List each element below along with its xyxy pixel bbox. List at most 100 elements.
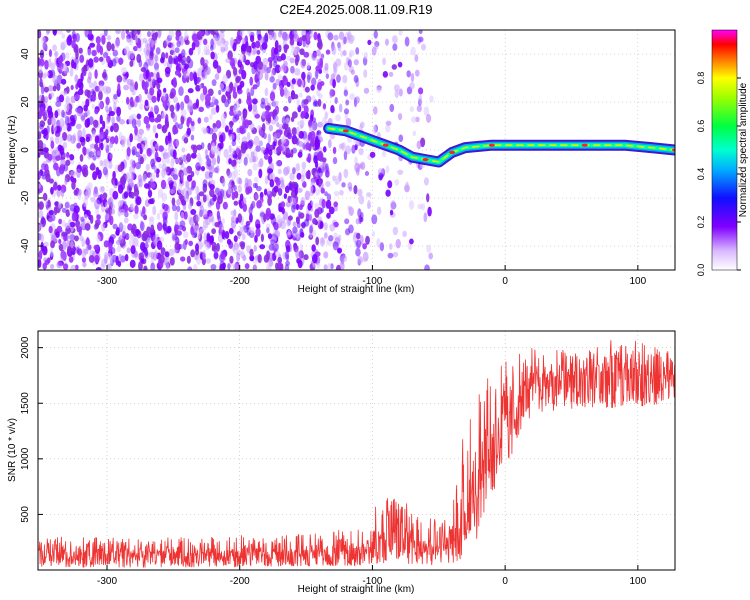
spectrogram-noise-cell	[96, 234, 101, 243]
spectrogram-noise-cell	[129, 133, 133, 143]
spectrogram-noise-cell	[324, 191, 328, 197]
snr-y-tick-label: 1000	[20, 447, 31, 470]
spectrogram-noise-cell	[289, 172, 295, 181]
spectrogram-noise-cell	[122, 224, 126, 233]
spectrogram-noise-cell	[221, 177, 226, 188]
spectrogram-noise-cell	[89, 214, 94, 224]
spectrogram-noise-cell	[147, 189, 153, 198]
spectrogram-noise-cell	[81, 248, 87, 259]
spectrogram-noise-cell	[209, 113, 213, 120]
spectrogram-noise-cell	[290, 65, 295, 74]
spectrogram-noise-cell	[261, 111, 267, 120]
spectrogram-noise-cell	[60, 78, 67, 85]
spectrogram-noise-cell	[220, 252, 226, 260]
spectrogram-noise-cell	[50, 186, 54, 195]
spectrogram-noise-cell	[279, 87, 285, 98]
spectrogram-noise-cell	[392, 43, 398, 51]
spectrogram-noise-cell	[297, 151, 303, 158]
spectrogram-noise-cell	[414, 69, 420, 77]
spectrogram-noise-cell	[89, 42, 96, 48]
spectrogram-signal-hotspot	[422, 158, 429, 162]
spectrogram-noise-cell	[331, 45, 337, 55]
spectrogram-noise-cell	[163, 216, 168, 227]
spectrogram-noise-cell	[371, 214, 378, 225]
spectrogram-noise-cell	[260, 146, 266, 153]
spectrogram-noise-cell	[63, 164, 69, 172]
spectrogram-noise-cell	[315, 89, 321, 97]
spectrogram-noise-cell	[392, 251, 399, 258]
spectrogram-noise-cell	[240, 242, 245, 250]
spectrogram-noise-cell	[51, 149, 57, 160]
spectrogram-noise-cell	[150, 145, 156, 155]
spectrogram-noise-cell	[44, 96, 49, 103]
spectrogram-noise-cell	[232, 105, 239, 115]
spectrogram-noise-cell	[389, 243, 393, 250]
spectrogram-noise-cell	[147, 75, 152, 82]
spectrogram-noise-cell	[385, 124, 391, 133]
spectrogram-noise-cell	[296, 172, 302, 180]
spectrogram-noise-cell	[91, 103, 95, 109]
spectrogram-noise-cell	[316, 262, 321, 269]
spectrogram-noise-cell	[319, 220, 324, 229]
spectrogram-noise-cell	[112, 190, 119, 200]
spectrogram-noise-cell	[306, 62, 311, 70]
spectrogram-noise-cell	[299, 92, 303, 98]
spectrogram-noise-cell	[180, 109, 187, 118]
spectrogram-noise-cell	[324, 111, 328, 120]
spectrogram-noise-cell	[363, 52, 368, 60]
spectrogram-noise-cell	[315, 236, 320, 246]
spectrogram-noise-cell	[134, 34, 139, 44]
spectrogram-noise-cell	[409, 82, 415, 90]
spectrogram-noise-cell	[257, 160, 262, 168]
spectrogram-noise-cell	[334, 97, 338, 105]
spectrogram-noise-cell	[136, 41, 142, 49]
spectrogram-noise-cell	[281, 64, 286, 70]
spectrogram-noise-cell	[417, 87, 424, 95]
spectrogram-noise-cell	[293, 33, 300, 42]
spectrogram-noise-cell	[110, 234, 116, 240]
spectrogram-noise-cell	[82, 167, 89, 178]
spectrogram-noise-cell	[62, 263, 69, 270]
spectrogram-noise-cell	[411, 116, 417, 123]
spectrogram-noise-cell	[404, 36, 410, 47]
spectrogram-y-tick-label: -40	[20, 238, 31, 253]
spectrogram-noise-cell	[87, 48, 92, 56]
spectrogram-noise-cell	[325, 170, 330, 178]
spectrogram-noise-cell	[62, 240, 67, 248]
spectrogram-noise-cell	[397, 169, 404, 175]
spectrogram-noise-cell	[70, 84, 74, 91]
spectrogram-noise-cell	[280, 183, 286, 190]
spectrogram-noise-cell	[49, 247, 54, 258]
spectrogram-noise-cell	[145, 123, 151, 131]
spectrogram-noise-cell	[203, 232, 208, 242]
spectrogram-noise-cell	[135, 151, 140, 158]
spectrogram-noise-cell	[247, 30, 252, 35]
spectrogram-noise-cell	[233, 235, 238, 243]
spectrogram-noise-cell	[93, 119, 99, 128]
spectrogram-noise-cell	[280, 263, 284, 270]
colorbar-ticks: 0.0 0.2 0.4 0.6 0.8	[696, 72, 741, 276]
spectrogram-noise-cell	[187, 266, 193, 270]
spectrogram-noise-cell	[119, 221, 123, 228]
spectrogram-noise-cell	[280, 201, 286, 208]
spectrogram-noise-cell	[273, 47, 279, 55]
spectrogram-noise-cell	[316, 58, 321, 65]
spectrogram-noise-cell	[376, 86, 382, 94]
spectrogram-signal-hotspot	[342, 129, 349, 133]
spectrogram-noise-cell	[295, 163, 301, 172]
spectrogram-noise-cell	[424, 264, 430, 270]
spectrogram-noise-cell	[219, 30, 225, 40]
spectrogram-noise-cell	[355, 47, 360, 55]
spectrogram-noise-cell	[110, 208, 116, 215]
spectrogram-noise-cell	[198, 106, 205, 113]
spectrogram-noise-cell	[41, 94, 45, 105]
spectrogram-noise-cell	[264, 87, 269, 97]
spectrogram-noise-cell	[232, 67, 238, 76]
spectrogram-noise-cell	[105, 201, 109, 211]
spectrogram-noise-cell	[336, 74, 341, 83]
spectrogram-noise-cell	[89, 163, 96, 171]
spectrogram-noise-cell	[43, 127, 48, 137]
spectrogram-noise-cell	[329, 223, 336, 232]
spectrogram-noise-cell	[151, 95, 157, 103]
